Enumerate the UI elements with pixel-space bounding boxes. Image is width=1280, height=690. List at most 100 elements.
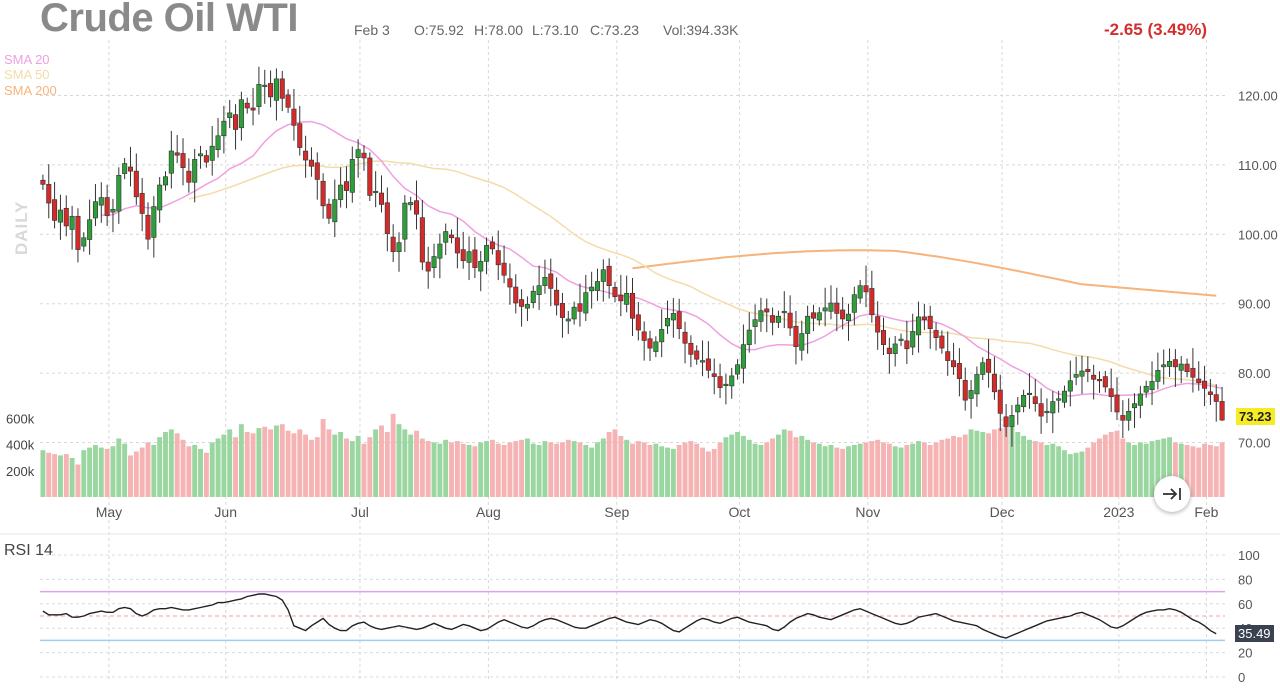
candle-body xyxy=(40,179,46,185)
candle xyxy=(1132,393,1138,428)
candle xyxy=(513,274,519,314)
volume-bar xyxy=(519,439,525,497)
scroll-to-latest-button[interactable] xyxy=(1154,476,1190,512)
volume-bar xyxy=(752,443,758,497)
rsi-value-badge: 35.49 xyxy=(1235,625,1274,642)
candle-body xyxy=(939,335,945,349)
candle-body xyxy=(810,312,816,319)
volume-bar xyxy=(466,445,472,497)
candle-body xyxy=(921,316,927,320)
candle-body xyxy=(781,311,787,314)
volume-bar xyxy=(577,442,583,497)
candle-body xyxy=(1102,376,1108,388)
volume-bar xyxy=(542,441,548,497)
volume-bar xyxy=(1143,443,1149,497)
volume-bar xyxy=(221,434,227,497)
candle-body xyxy=(548,273,554,289)
candle xyxy=(343,166,349,209)
volume-bar xyxy=(980,432,986,497)
volume-bar xyxy=(986,433,992,497)
volume-bar xyxy=(863,442,869,497)
volume-bar xyxy=(1085,447,1091,497)
candle xyxy=(600,259,606,302)
candle-body xyxy=(880,330,887,345)
candle-body xyxy=(449,234,455,239)
candle-body xyxy=(799,333,805,351)
volume-bar xyxy=(670,448,676,497)
candle xyxy=(589,271,595,309)
candle xyxy=(863,265,869,308)
volume-bar xyxy=(571,441,577,497)
candle xyxy=(945,331,951,376)
candle xyxy=(384,187,390,252)
candle-body xyxy=(746,329,752,345)
volume-bars xyxy=(40,413,1225,497)
volume-bar xyxy=(1178,443,1184,497)
candle xyxy=(110,198,116,233)
candle xyxy=(466,236,472,281)
candle-body xyxy=(116,175,122,212)
candle-body xyxy=(413,200,420,215)
volume-bar xyxy=(559,442,565,497)
candle xyxy=(933,322,939,351)
volume-bar xyxy=(600,438,606,497)
volume-bar xyxy=(285,430,291,497)
candle xyxy=(303,135,309,178)
sma200-line xyxy=(632,249,1217,297)
y-tick-label: 80.00 xyxy=(1238,366,1271,381)
volume-bar xyxy=(892,446,898,497)
candle-body xyxy=(203,155,209,163)
volume-bar xyxy=(262,426,268,497)
volume-bar xyxy=(910,443,916,497)
candle xyxy=(419,199,425,271)
volume-bar xyxy=(962,434,968,497)
candle xyxy=(904,320,910,365)
candle-body xyxy=(665,317,671,327)
candle-body xyxy=(583,292,589,314)
candle-body xyxy=(1085,368,1091,373)
candle xyxy=(338,167,344,208)
volume-bar xyxy=(373,429,379,497)
candle-body xyxy=(559,303,565,318)
volume-bar xyxy=(548,442,554,497)
candle xyxy=(285,89,291,113)
candle-body xyxy=(857,285,863,299)
volume-bar xyxy=(104,448,110,497)
candle-body xyxy=(355,149,361,158)
candle xyxy=(46,164,52,219)
candle xyxy=(1149,361,1155,406)
candle-body xyxy=(945,351,951,361)
candle-body xyxy=(507,278,513,288)
candle xyxy=(635,301,641,341)
volume-bar xyxy=(215,438,221,497)
candle xyxy=(157,177,163,223)
candle-body xyxy=(898,338,904,341)
sma20-legend[interactable]: SMA 20 xyxy=(4,52,50,67)
volume-bar xyxy=(303,434,309,497)
candle xyxy=(834,287,840,332)
sma200-legend[interactable]: SMA 200 xyxy=(4,83,57,98)
volume-bar xyxy=(198,448,203,497)
candle-body xyxy=(367,157,373,196)
bar-open: O:75.92 xyxy=(414,22,464,38)
volume-bar xyxy=(332,434,338,497)
volume-bar xyxy=(799,435,805,497)
volume-bar xyxy=(495,443,501,497)
volume-bar xyxy=(816,443,822,497)
candle-body xyxy=(991,373,997,393)
candle xyxy=(898,333,904,347)
candle xyxy=(565,310,571,334)
bar-volume: Vol:394.33K xyxy=(663,22,739,38)
volume-bar xyxy=(157,437,163,497)
candle-body xyxy=(402,202,408,240)
volume-bar xyxy=(554,443,560,497)
candle-body xyxy=(519,299,525,307)
volume-bar xyxy=(1021,435,1027,497)
candle xyxy=(799,320,805,361)
x-tick-label: Jul xyxy=(351,504,369,520)
volume-bar xyxy=(705,451,711,497)
sma50-legend[interactable]: SMA 50 xyxy=(4,67,50,82)
candle-body xyxy=(653,341,659,352)
candle xyxy=(711,358,717,395)
